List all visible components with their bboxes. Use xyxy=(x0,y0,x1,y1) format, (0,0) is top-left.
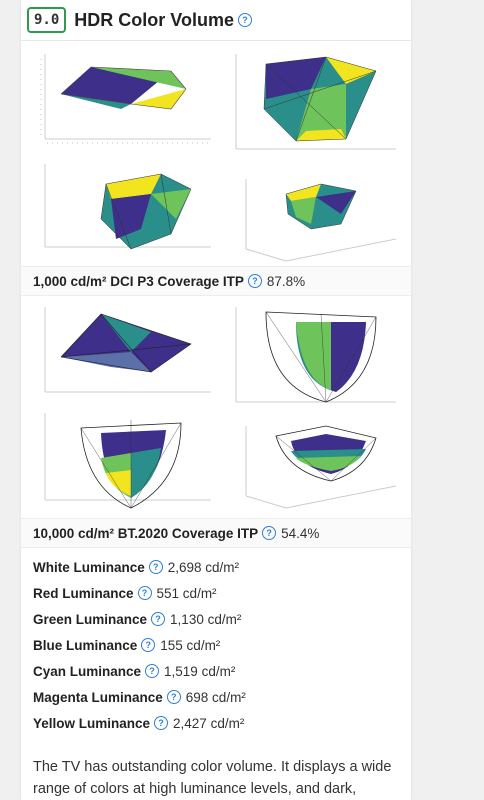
color-volume-plot-perspective[interactable] xyxy=(226,169,406,264)
color-volume-plot-top[interactable] xyxy=(226,49,406,159)
stat-value: 2,427 cd/m² xyxy=(173,715,245,731)
color-volume-plot-perspective[interactable] xyxy=(226,416,406,511)
color-volume-plot-front[interactable] xyxy=(31,302,221,402)
help-icon[interactable]: ? xyxy=(166,690,181,704)
help-icon[interactable]: ? xyxy=(237,13,252,27)
stat-value: 2,698 cd/m² xyxy=(167,559,240,575)
coverage-label: 1,000 cd/m² DCI P3 Coverage ITP xyxy=(33,273,244,289)
stat-label: White Luminance xyxy=(33,559,145,575)
help-icon[interactable]: ? xyxy=(148,560,163,574)
stat-red-luminance: Red Luminance? 551 cd/m² xyxy=(33,580,411,606)
color-volume-gallery-dci-p3[interactable] xyxy=(21,41,411,266)
coverage-label: 10,000 cd/m² BT.2020 Coverage ITP xyxy=(33,525,259,541)
stat-label: Green Luminance xyxy=(33,611,148,627)
stat-green-luminance: Green Luminance? 1,130 cd/m² xyxy=(33,606,411,632)
help-icon[interactable]: ? xyxy=(151,612,166,626)
stat-blue-luminance: Blue Luminance? 155 cd/m² xyxy=(33,632,411,658)
stat-value: 1,130 cd/m² xyxy=(170,611,242,627)
stat-label: Blue Luminance xyxy=(33,637,138,653)
stat-label: Yellow Luminance xyxy=(33,715,151,731)
help-icon[interactable]: ? xyxy=(247,274,262,288)
stat-white-luminance: White Luminance? 2,698 cd/m² xyxy=(33,554,411,580)
help-icon[interactable]: ? xyxy=(262,526,277,540)
luminance-stats: White Luminance? 2,698 cd/m² Red Luminanc… xyxy=(21,548,411,736)
section-header: 9.0 HDR Color Volume ? xyxy=(21,0,411,41)
color-volume-plot-side[interactable] xyxy=(31,408,221,513)
help-icon[interactable]: ? xyxy=(141,638,156,652)
stat-value: 155 cd/m² xyxy=(160,637,221,653)
description-text: The TV has outstanding color volume. It … xyxy=(33,759,392,797)
stat-label: Red Luminance xyxy=(33,585,134,601)
coverage-value: 87.8% xyxy=(266,273,306,289)
stat-cyan-luminance: Cyan Luminance? 1,519 cd/m² xyxy=(33,658,411,684)
color-volume-plot-side[interactable] xyxy=(31,159,221,259)
color-volume-plot-top[interactable] xyxy=(226,302,406,412)
score-badge: 9.0 xyxy=(27,7,67,33)
stat-value: 551 cd/m² xyxy=(156,585,217,601)
stat-value: 1,519 cd/m² xyxy=(164,663,236,679)
coverage-caption-bt2020: 10,000 cd/m² BT.2020 Coverage ITP ? 54.4… xyxy=(21,518,411,548)
stat-label: Cyan Luminance xyxy=(33,663,142,679)
hdr-color-volume-card: 9.0 HDR Color Volume ? xyxy=(21,0,411,800)
coverage-caption-dci-p3: 1,000 cd/m² DCI P3 Coverage ITP ? 87.8% xyxy=(21,266,411,296)
help-icon[interactable]: ? xyxy=(154,716,169,730)
section-title: HDR Color Volume xyxy=(74,9,234,30)
stat-yellow-luminance: Yellow Luminance? 2,427 cd/m² xyxy=(33,710,411,736)
color-volume-plot-front[interactable] xyxy=(31,49,221,149)
stat-label: Magenta Luminance xyxy=(33,689,163,705)
coverage-value: 54.4% xyxy=(281,525,320,541)
color-volume-gallery-bt2020[interactable] xyxy=(21,296,411,518)
stat-magenta-luminance: Magenta Luminance? 698 cd/m² xyxy=(33,684,411,710)
help-icon[interactable]: ? xyxy=(137,586,152,600)
help-icon[interactable]: ? xyxy=(145,664,160,678)
stat-value: 698 cd/m² xyxy=(185,689,246,705)
